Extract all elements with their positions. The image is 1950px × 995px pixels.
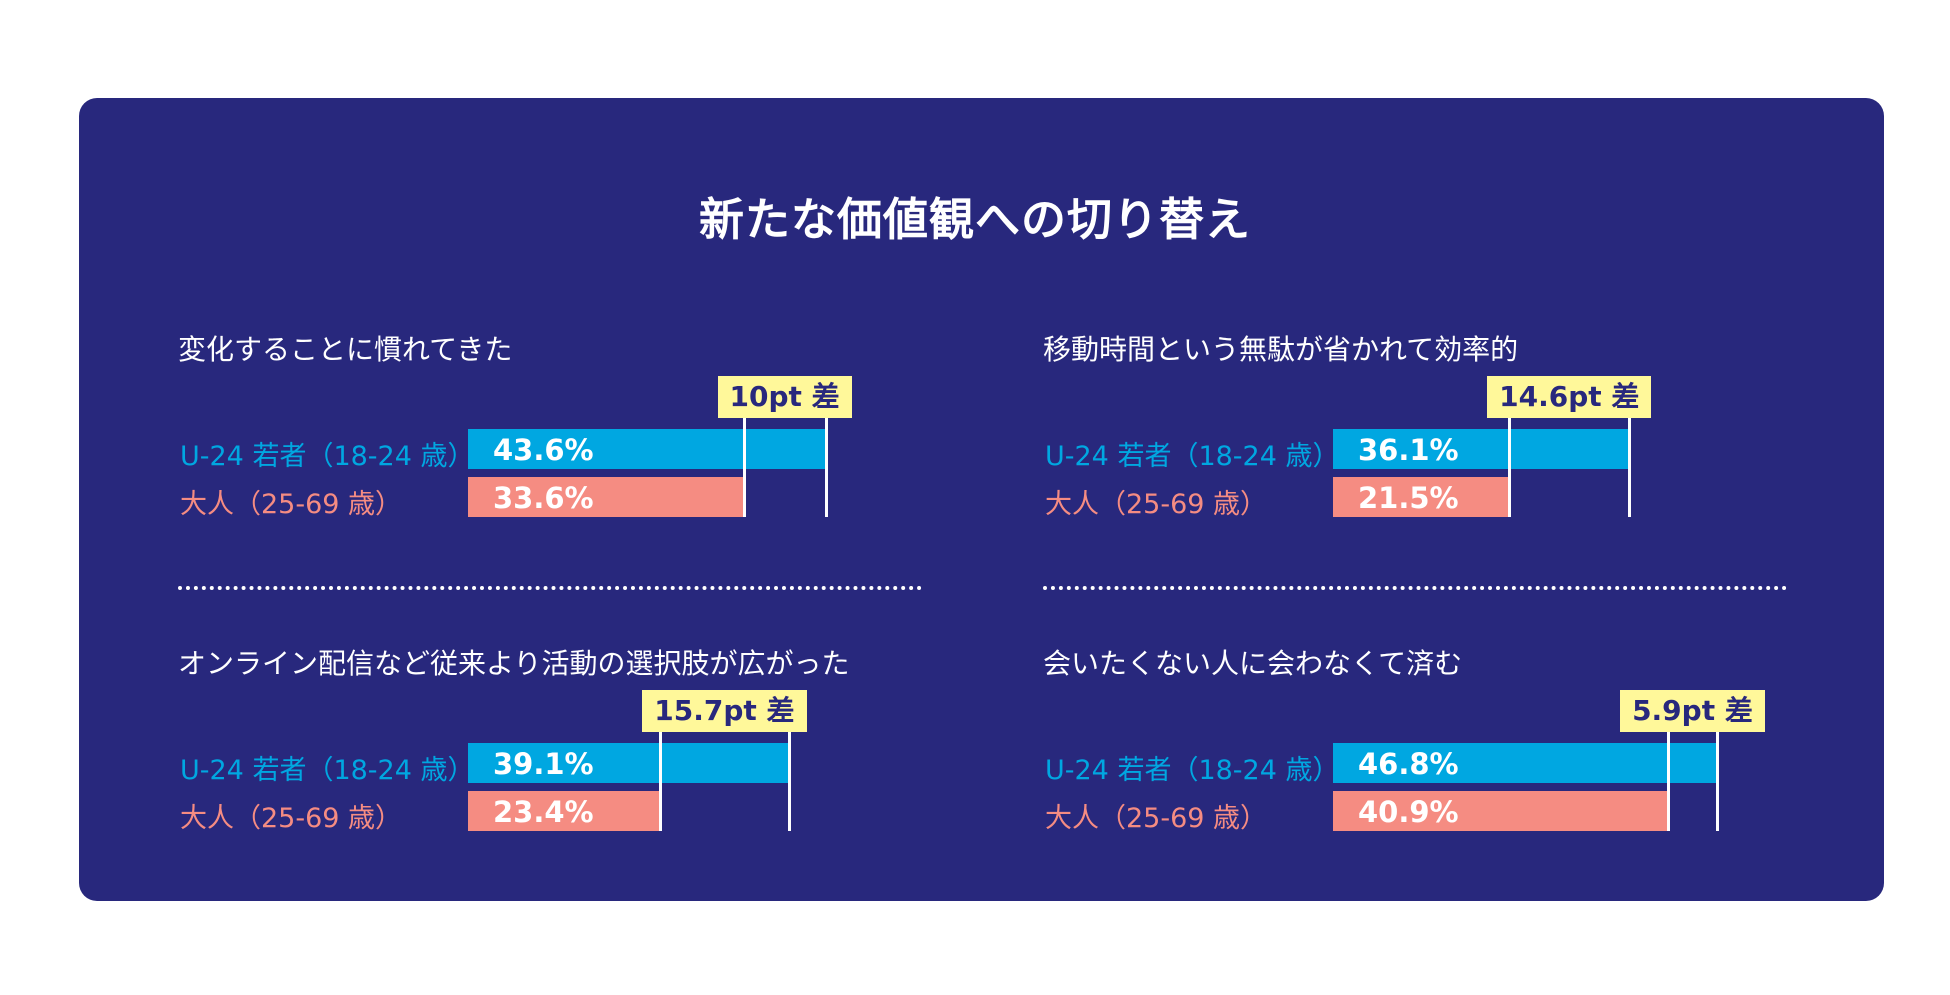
youth-bar xyxy=(468,429,826,469)
youth-bar xyxy=(1333,743,1717,783)
adult-value-label: 21.5% xyxy=(1358,481,1459,515)
panel-efficient-no-commute: 移動時間という無駄が省かれて効率的 U-24 若者（18-24 歳） 大人（25… xyxy=(1043,328,1833,568)
panel-adapted-to-change: 変化することに慣れてきた U-24 若者（18-24 歳） 大人（25-69 歳… xyxy=(178,328,968,568)
adult-value-label: 33.6% xyxy=(493,481,594,515)
adult-marker-line xyxy=(742,400,746,517)
legend-youth-label: U-24 若者（18-24 歳） xyxy=(1045,755,1340,786)
adult-bar xyxy=(1333,477,1510,517)
legend-youth-label: U-24 若者（18-24 歳） xyxy=(180,755,475,786)
difference-badge: 14.6pt 差 xyxy=(1487,376,1652,418)
adult-marker-line xyxy=(658,714,662,831)
panel-avoid-unwanted-people: 会いたくない人に会わなくて済む U-24 若者（18-24 歳） 大人（25-6… xyxy=(1043,642,1833,882)
youth-bar xyxy=(468,743,789,783)
legend-adult-label: 大人（25-69 歳） xyxy=(180,489,403,520)
difference-badge: 10pt 差 xyxy=(717,376,852,418)
youth-value-label: 39.1% xyxy=(493,747,594,781)
panel-title: 会いたくない人に会わなくて済む xyxy=(1043,647,1463,680)
panel-title: オンライン配信など従来より活動の選択肢が広がった xyxy=(178,647,850,680)
legend-adult-label: 大人（25-69 歳） xyxy=(1045,489,1268,520)
adult-value-label: 40.9% xyxy=(1358,795,1459,829)
youth-value-label: 46.8% xyxy=(1358,747,1459,781)
dotted-divider-left xyxy=(178,586,922,590)
adult-bar xyxy=(468,791,660,831)
youth-marker-line xyxy=(1715,714,1719,831)
panel-title: 移動時間という無駄が省かれて効率的 xyxy=(1043,333,1519,366)
legend-youth-label: U-24 若者（18-24 歳） xyxy=(1045,441,1340,472)
legend-adult-label: 大人（25-69 歳） xyxy=(1045,803,1268,834)
youth-marker-line xyxy=(824,400,828,517)
dotted-divider-right xyxy=(1043,586,1787,590)
legend-youth-label: U-24 若者（18-24 歳） xyxy=(180,441,475,472)
adult-bar xyxy=(468,477,744,517)
adult-marker-line xyxy=(1508,400,1512,517)
difference-badge: 5.9pt 差 xyxy=(1620,690,1765,732)
adult-marker-line xyxy=(1667,714,1671,831)
youth-bar xyxy=(1333,429,1630,469)
adult-bar xyxy=(1333,791,1669,831)
difference-badge: 15.7pt 差 xyxy=(642,690,807,732)
panel-title: 変化することに慣れてきた xyxy=(178,333,513,366)
youth-marker-line xyxy=(1628,400,1632,517)
youth-marker-line xyxy=(787,714,791,831)
youth-value-label: 43.6% xyxy=(493,433,594,467)
chart-title: 新たな価値観への切り替え xyxy=(698,193,1251,246)
adult-value-label: 23.4% xyxy=(493,795,594,829)
youth-value-label: 36.1% xyxy=(1358,433,1459,467)
panel-more-options-online: オンライン配信など従来より活動の選択肢が広がった U-24 若者（18-24 歳… xyxy=(178,642,968,882)
legend-adult-label: 大人（25-69 歳） xyxy=(180,803,403,834)
